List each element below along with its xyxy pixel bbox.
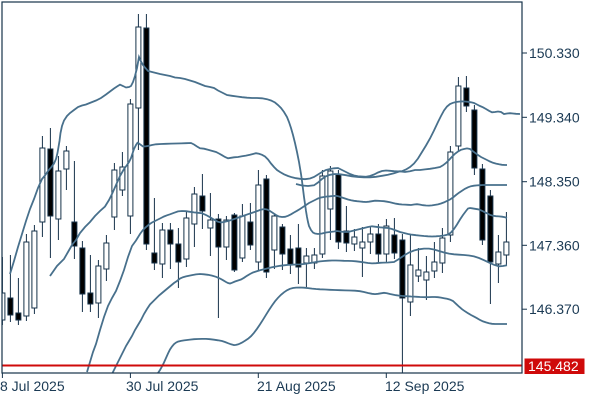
svg-text:12 Sep 2025: 12 Sep 2025: [385, 378, 465, 394]
svg-text:149.340: 149.340: [529, 109, 580, 125]
svg-text:30 Jul 2025: 30 Jul 2025: [126, 378, 199, 394]
svg-text:150.330: 150.330: [529, 45, 580, 61]
svg-text:148.350: 148.350: [529, 174, 580, 190]
svg-text:21 Aug 2025: 21 Aug 2025: [257, 378, 336, 394]
svg-text:8 Jul 2025: 8 Jul 2025: [0, 378, 65, 394]
svg-text:145.482: 145.482: [528, 358, 579, 374]
svg-text:146.370: 146.370: [529, 301, 580, 317]
svg-text:147.360: 147.360: [529, 237, 580, 253]
